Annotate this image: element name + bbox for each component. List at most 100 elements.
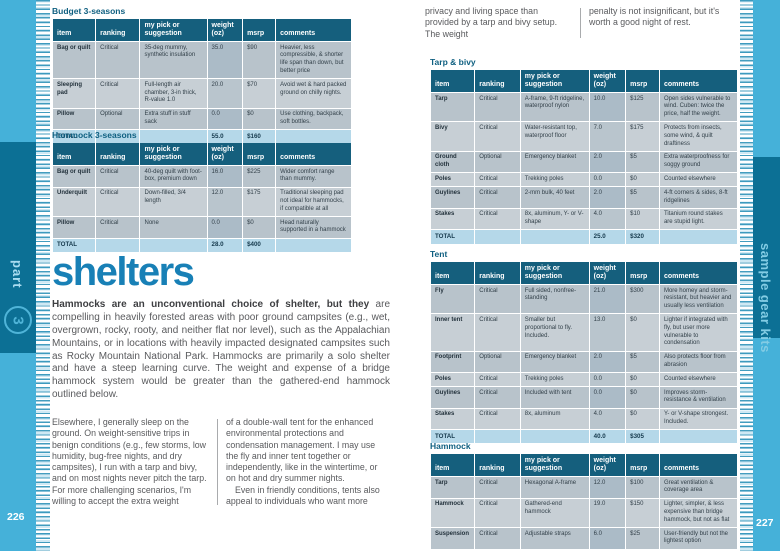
- column-header: weight (oz): [207, 143, 243, 166]
- paragraph: of a double-wall tent for the enhanced e…: [226, 417, 378, 484]
- table-cell: 6.0: [589, 528, 626, 549]
- table-row: Bag or quilt Critical 35-deg mummy, synthe…: [53, 42, 351, 79]
- continuation-column-2: penalty is not insignificant, but it's w…: [589, 6, 735, 40]
- table-total-row: TOTAL 55.0 $160: [53, 130, 351, 144]
- table-cell: Down-filled, 3/4 length: [140, 187, 207, 217]
- table-cell: $305: [626, 430, 659, 444]
- table-cell: Titanium round stakes are stupid light.: [659, 208, 737, 230]
- table-cell: None: [140, 217, 207, 238]
- table-cell: [140, 130, 207, 144]
- part-number-circle: 3: [4, 306, 32, 334]
- table-cell: Adjustable straps: [520, 528, 589, 549]
- gear-table-grid: item ranking my pick or suggestion weight (…: [430, 261, 738, 444]
- right-band-top: [753, 0, 780, 157]
- table-cell: Full sided, nonfree-standing: [520, 285, 589, 314]
- table-title-budget: Budget 3-seasons: [52, 6, 126, 16]
- column-header: ranking: [475, 454, 520, 477]
- column-header: comments: [276, 19, 351, 42]
- body-column-2: of a double-wall tent for the enhanced e…: [226, 417, 384, 507]
- table-row: Stakes Critical 8x, aluminum, Y- or V-shap…: [431, 208, 737, 230]
- column-header: item: [431, 454, 475, 477]
- table-cell: Ground cloth: [431, 151, 475, 173]
- table-cell: 10.0: [589, 93, 626, 122]
- table-cell: Counted elsewhere: [659, 173, 737, 187]
- table-cell: Critical: [475, 208, 520, 230]
- table-cell: Guylines: [431, 387, 475, 408]
- table-cell: Bivy: [431, 122, 475, 151]
- table-cell: [659, 430, 737, 444]
- table-cell: Emergency blanket: [520, 351, 589, 373]
- table-cell: 28.0: [207, 238, 243, 252]
- table-cell: $0: [243, 217, 276, 238]
- column-header: item: [431, 262, 475, 285]
- table-row: Bag or quilt Critical 40-deg quilt with fo…: [53, 166, 351, 187]
- table-cell: Critical: [96, 217, 140, 238]
- table-cell: Guylines: [431, 187, 475, 208]
- table-cell: $70: [243, 79, 276, 108]
- column-divider: [580, 8, 581, 38]
- table-cell: Stakes: [431, 408, 475, 430]
- table-cell: Critical: [475, 477, 520, 498]
- table-cell: $0: [626, 314, 659, 351]
- table-row: Footprint Optional Emergency blanket 2.0 $5 A…: [431, 351, 737, 373]
- table-cell: $0: [243, 108, 276, 130]
- table-row: Pillow Optional Extra stuff in stuff sack 0…: [53, 108, 351, 130]
- table-cell: Bag or quilt: [53, 42, 96, 79]
- table-header-row: item ranking my pick or suggestion weight (…: [431, 454, 737, 477]
- table-cell: Underquilt: [53, 187, 96, 217]
- table-cell: Improves storm-resistance & ventilation: [659, 387, 737, 408]
- table-cell: Critical: [475, 173, 520, 187]
- table-cell: A-frame, 9-ft ridgeline, waterproof nylo…: [520, 93, 589, 122]
- table-cell: [276, 130, 351, 144]
- table-cell: Wider comfort range than mummy.: [276, 166, 351, 187]
- table-cell: Critical: [475, 373, 520, 387]
- table-cell: Full-length air chamber, 3-in thick, R-v…: [140, 79, 207, 108]
- table-cell: 16.0: [207, 166, 243, 187]
- column-header: my pick or suggestion: [520, 262, 589, 285]
- table-row: Guylines Critical 2-mm bulk, 40 feet 2.0 $5 4…: [431, 187, 737, 208]
- table-cell: Lighter, simpler, & less expensive than …: [659, 498, 737, 528]
- column-header: comments: [659, 262, 737, 285]
- column-header: ranking: [96, 143, 140, 166]
- table-cell: Critical: [96, 187, 140, 217]
- table-cell: 2.0: [589, 187, 626, 208]
- table-cell: $5: [626, 151, 659, 173]
- section-label: sample gear kits: [758, 243, 773, 353]
- table-cell: User-friendly but not the lightest optio…: [659, 528, 737, 549]
- table-cell: $0: [626, 373, 659, 387]
- table-row: Sleeping pad Critical Full-length air cham…: [53, 79, 351, 108]
- table-cell: TOTAL: [53, 130, 96, 144]
- section-heading: shelters: [52, 250, 195, 294]
- table-cell: 8x, aluminum, Y- or V-shape: [520, 208, 589, 230]
- gear-table-grid: item ranking my pick or suggestion weight (…: [430, 69, 738, 245]
- table-cell: Avoid wet & hard packed ground on chilly…: [276, 79, 351, 108]
- table-cell: $100: [626, 477, 659, 498]
- section-tab: [753, 157, 780, 338]
- table-cell: Hammock: [431, 498, 475, 528]
- table-row: Hammock Critical Gathered-end hammock 19.0 $…: [431, 498, 737, 528]
- table-row: Poles Critical Trekking poles 0.0 $0 Counted …: [431, 173, 737, 187]
- table-title-hammock: Hammock: [430, 441, 471, 451]
- table-cell: $300: [626, 285, 659, 314]
- gear-table-grid: item ranking my pick or suggestion weight (…: [430, 453, 738, 550]
- table-cell: 25.0: [589, 230, 626, 244]
- table-cell: 0.0: [589, 173, 626, 187]
- left-edge-band: [0, 0, 36, 551]
- table-cell: Sleeping pad: [53, 79, 96, 108]
- table-cell: Tarp: [431, 477, 475, 498]
- table-cell: 4-ft corners & sides, 8-ft ridgelines: [659, 187, 737, 208]
- column-header: weight (oz): [589, 70, 626, 93]
- paragraph: privacy and living space than provided b…: [425, 6, 558, 39]
- continuation-column-1: privacy and living space than provided b…: [425, 6, 572, 40]
- table-cell: $175: [626, 122, 659, 151]
- column-header: my pick or suggestion: [520, 70, 589, 93]
- table-cell: Hexagonal A-frame: [520, 477, 589, 498]
- right-edge-band: [753, 0, 780, 551]
- table-cell: 40.0: [589, 430, 626, 444]
- table-cell: $175: [243, 187, 276, 217]
- table-cell: Critical: [475, 528, 520, 549]
- table-cell: 4.0: [589, 408, 626, 430]
- continuation-columns: privacy and living space than provided b…: [425, 6, 738, 40]
- table-cell: 35.0: [207, 42, 243, 79]
